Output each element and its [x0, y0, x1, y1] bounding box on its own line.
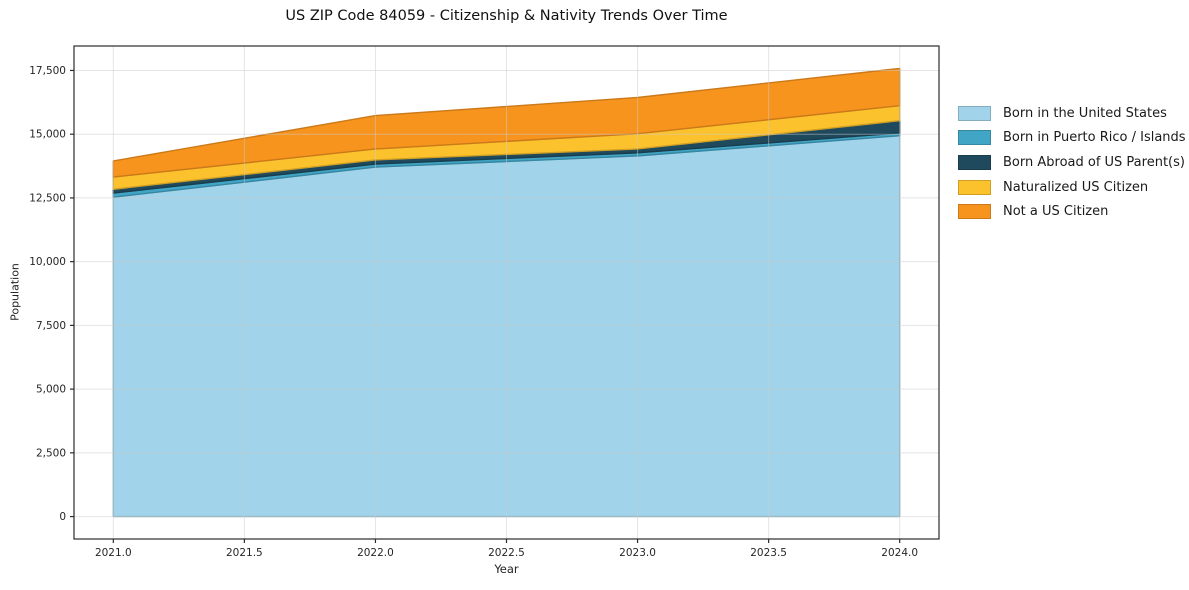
legend-label: Born Abroad of US Parent(s) — [1003, 154, 1185, 170]
legend-swatch — [958, 154, 991, 170]
x-axis-label: Year — [494, 562, 519, 576]
y-tick-label: 12,500 — [29, 192, 66, 204]
y-tick-label: 0 — [59, 511, 66, 523]
x-tick-label: 2021.0 — [95, 547, 132, 559]
x-tick-label: 2023.5 — [750, 547, 787, 559]
legend-item-born-abroad-of-us-parent-s: Born Abroad of US Parent(s) — [958, 150, 1186, 175]
legend-item-born-in-the-united-states: Born in the United States — [958, 101, 1186, 126]
y-axis-label: Population — [8, 263, 22, 321]
y-tick-label: 5,000 — [36, 384, 66, 396]
x-tick-label: 2022.5 — [488, 547, 525, 559]
legend: Born in the United States Born in Puerto … — [958, 101, 1186, 224]
y-tick-label: 7,500 — [36, 320, 66, 332]
y-tick-label: 10,000 — [29, 256, 66, 268]
legend-item-not-a-us-citizen: Not a US Citizen — [958, 199, 1186, 224]
chart-title: US ZIP Code 84059 - Citizenship & Nativi… — [285, 8, 728, 24]
x-tick-label: 2022.0 — [357, 547, 394, 559]
legend-swatch — [958, 179, 991, 195]
legend-swatch — [958, 204, 991, 220]
legend-swatch — [958, 105, 991, 121]
legend-swatch — [958, 130, 991, 146]
x-tick-label: 2024.0 — [881, 547, 918, 559]
legend-item-born-in-puerto-rico-islands: Born in Puerto Rico / Islands — [958, 126, 1186, 151]
y-tick-label: 17,500 — [29, 65, 66, 77]
legend-item-naturalized-us-citizen: Naturalized US Citizen — [958, 175, 1186, 200]
y-tick-label: 15,000 — [29, 129, 66, 141]
legend-label: Naturalized US Citizen — [1003, 179, 1149, 195]
legend-label: Born in the United States — [1003, 105, 1167, 121]
legend-label: Not a US Citizen — [1003, 204, 1109, 220]
y-tick-label: 2,500 — [36, 447, 66, 459]
x-tick-label: 2021.5 — [226, 547, 263, 559]
legend-label: Born in Puerto Rico / Islands — [1003, 130, 1186, 146]
x-tick-label: 2023.0 — [619, 547, 656, 559]
